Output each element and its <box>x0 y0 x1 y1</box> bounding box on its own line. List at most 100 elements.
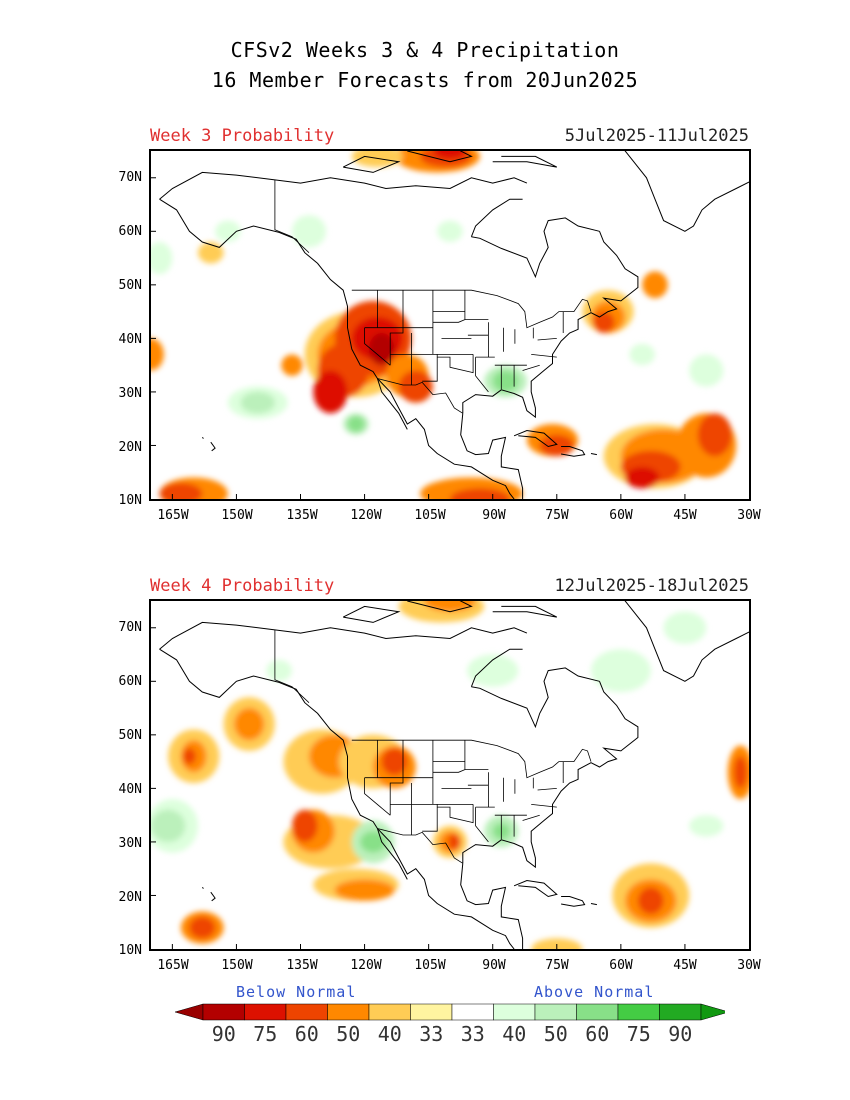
legend-swatch-7 <box>493 1003 536 1021</box>
w3-prob-area-3 <box>313 370 348 414</box>
lon-label-120w: 120W <box>350 958 382 973</box>
w3-prob-area-8 <box>398 370 433 403</box>
legend-swatch-11 <box>659 1003 702 1021</box>
w4-border-17 <box>475 807 489 843</box>
w3-prob-area-22 <box>625 466 660 489</box>
w3-border-27 <box>537 338 557 341</box>
w4-border-15 <box>437 804 474 824</box>
w4-prob-area-14 <box>334 879 395 901</box>
panel-2-label: Week 4 Probability <box>150 576 335 596</box>
w4-coastline-6 <box>470 648 523 687</box>
week3-map-graphic <box>151 151 749 499</box>
lat-label-30n: 30N <box>118 386 142 401</box>
probability-shading <box>151 601 749 949</box>
w4-prob-area-38 <box>266 659 292 682</box>
probability-shading <box>151 151 737 499</box>
legend-value-6: 33 <box>460 1022 485 1046</box>
lat-label-20n: 20N <box>118 890 142 905</box>
week4-probability-map <box>149 599 751 951</box>
w3-coastline-6 <box>470 198 523 237</box>
lat-label-30n: 30N <box>118 836 142 851</box>
legend-value-1: 75 <box>253 1022 278 1046</box>
w4-prob-area-35 <box>663 611 707 644</box>
w3-prob-area-42 <box>151 242 173 275</box>
w3-coastline-2 <box>376 378 408 430</box>
political-borders <box>274 629 592 864</box>
w4-coastline-14 <box>407 601 473 613</box>
w3-prob-area-11 <box>432 151 468 159</box>
w3-prob-area-43 <box>437 220 463 242</box>
w3-coastline-13 <box>342 155 401 173</box>
w3-border-17 <box>475 357 489 393</box>
legend-value-10: 75 <box>626 1022 651 1046</box>
w4-prob-area-36 <box>467 654 519 687</box>
w4-border-4 <box>389 740 404 816</box>
lat-label-50n: 50N <box>118 728 142 743</box>
legend-value-3: 50 <box>336 1022 361 1046</box>
lon-label-90w: 90W <box>482 508 506 523</box>
lat-label-60n: 60N <box>118 674 142 689</box>
w3-prob-area-26 <box>159 482 203 499</box>
w3-border-15 <box>437 354 474 374</box>
lon-label-135w: 135W <box>286 958 318 973</box>
lon-label-150w: 150W <box>221 958 253 973</box>
w4-border-0 <box>274 629 310 703</box>
lon-label-45w: 45W <box>673 508 697 523</box>
lat-label-20n: 20N <box>118 440 142 455</box>
w3-prob-area-30 <box>281 354 303 376</box>
w4-prob-area-34 <box>591 649 651 692</box>
lon-label-30w: 30W <box>737 508 761 523</box>
lon-label-45w: 45W <box>673 958 697 973</box>
w3-prob-area-31 <box>198 242 224 264</box>
w3-prob-area-12 <box>351 151 403 168</box>
w3-coastline-4 <box>460 413 524 499</box>
w4-coastline-0 <box>159 621 528 650</box>
w3-prob-area-39 <box>291 215 327 248</box>
legend-value-7: 40 <box>502 1022 527 1046</box>
w4-prob-area-22 <box>734 756 747 789</box>
w3-prob-area-18 <box>539 434 574 457</box>
coastlines <box>159 151 749 499</box>
w4-border-27 <box>537 788 557 791</box>
chart-title-line2: 16 Member Forecasts from 20Jun2025 <box>211 68 639 92</box>
w4-border-12 <box>432 740 466 773</box>
lon-label-165w: 165W <box>157 508 189 523</box>
legend-arrow-below <box>175 1003 204 1021</box>
lat-label-40n: 40N <box>118 782 142 797</box>
political-borders <box>274 179 592 414</box>
lon-label-75w: 75W <box>545 508 569 523</box>
panel-2-dates: 12Jul2025-18Jul2025 <box>554 576 749 596</box>
lon-label-30w: 30W <box>737 958 761 973</box>
w3-prob-area-16 <box>642 271 668 299</box>
panel-1-label: Week 3 Probability <box>150 126 335 146</box>
w4-prob-area-12 <box>292 809 318 842</box>
w3-prob-area-38 <box>215 220 241 242</box>
w3-border-2 <box>377 378 464 414</box>
w3-border-30 <box>522 364 540 371</box>
legend-swatch-0 <box>202 1003 245 1021</box>
legend-swatch-9 <box>576 1003 619 1021</box>
w4-prob-area-37 <box>689 815 724 837</box>
legend-swatch-8 <box>534 1003 577 1021</box>
w3-coastline-15 <box>492 155 558 168</box>
legend-swatch-2 <box>285 1003 328 1021</box>
w3-border-7 <box>364 327 391 366</box>
w3-prob-area-33 <box>492 370 519 392</box>
legend-value-4: 40 <box>377 1022 402 1046</box>
chart-title-line1: CFSv2 Weeks 3 & 4 Precipitation <box>230 38 620 62</box>
lon-label-105w: 105W <box>414 958 446 973</box>
w4-coastline-12 <box>201 887 204 889</box>
w3-coastline-9 <box>561 446 586 457</box>
w4-coastline-1 <box>159 648 515 949</box>
lon-label-105w: 105W <box>414 508 446 523</box>
w3-coastline-11 <box>210 441 216 452</box>
w4-prob-area-4 <box>234 708 265 741</box>
legend-swatch-1 <box>244 1003 287 1021</box>
legend-value-8: 50 <box>543 1022 568 1046</box>
w4-coastline-10 <box>590 903 597 906</box>
w4-coastline-7 <box>624 601 749 682</box>
lat-label-70n: 70N <box>118 620 142 635</box>
w4-prob-area-20 <box>638 887 664 915</box>
w3-border-28 <box>531 354 557 358</box>
lon-label-120w: 120W <box>350 508 382 523</box>
